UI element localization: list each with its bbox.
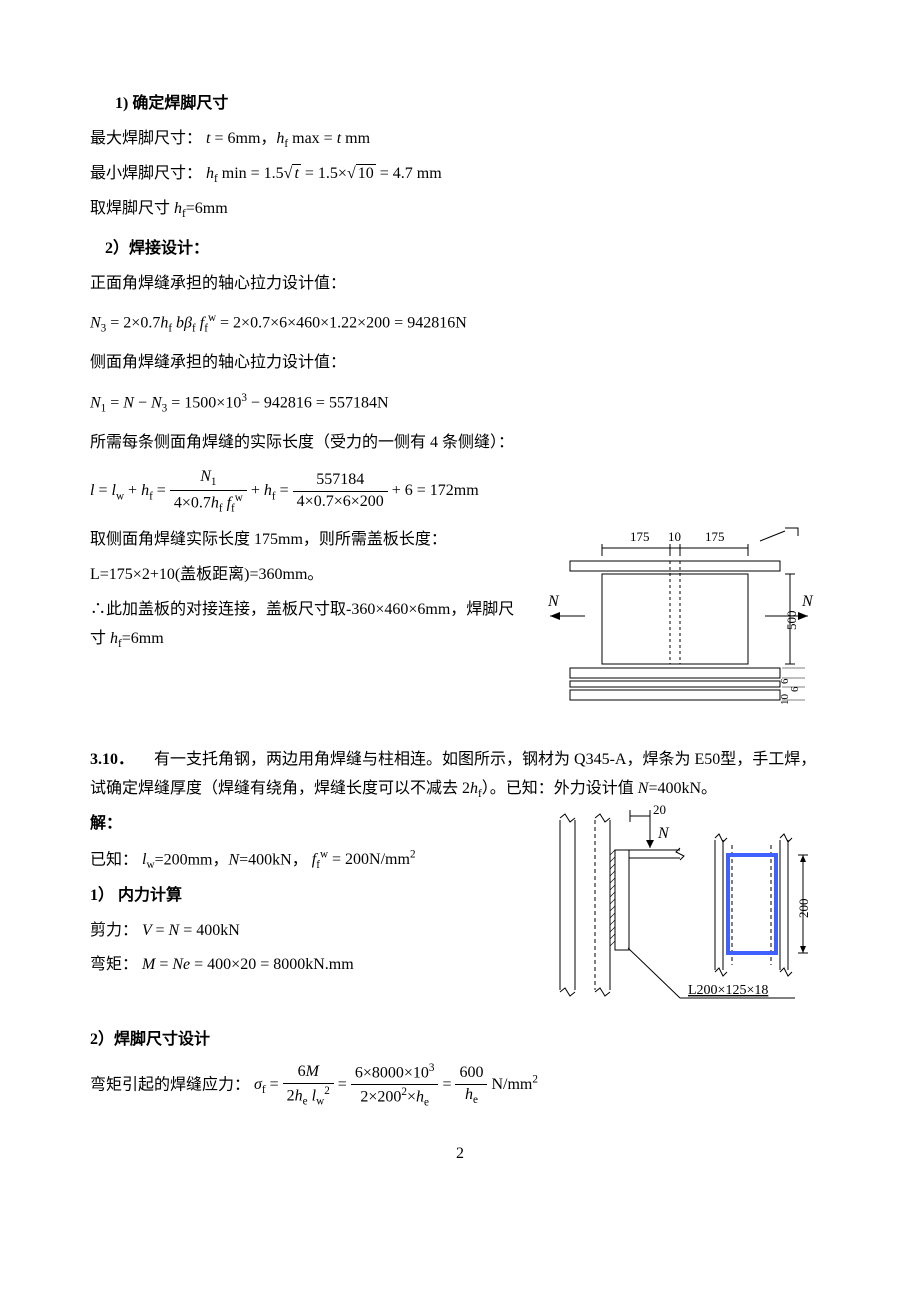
fig1-dim500: 500 (784, 611, 799, 631)
figure-1: 175 10 175 N N 5 (530, 526, 830, 716)
sec2-l: l = lw + hf = N14×0.7hf ffw + hf = 55718… (90, 467, 830, 516)
svg-text:L200×125×18: L200×125×18 (688, 983, 768, 998)
bend-stress: 弯矩引起的焊缝应力： σf = 6M2he lw2 = 6×8000×1032×… (90, 1061, 830, 1110)
sec1-line1-label: 最大焊脚尺寸： (90, 130, 202, 147)
fig1-dim175-2: 175 (705, 529, 725, 544)
svg-text:200: 200 (796, 899, 811, 919)
sec1-title: 1) 确定焊脚尺寸 (115, 90, 830, 119)
sec2-front-label: 正面角焊缝承担的轴心拉力设计值： (90, 270, 830, 299)
sec2-side-label: 侧面角焊缝承担的轴心拉力设计值： (90, 349, 830, 378)
sec1-line2-label: 最小焊脚尺寸： (90, 165, 202, 182)
sec2-n3: N3 = 2×0.7hf bβf ffw = 2×0.7×6×460×1.22×… (90, 308, 830, 339)
svg-text:N: N (657, 825, 670, 842)
svg-text:10: 10 (779, 694, 791, 706)
prob-number: 3.10． (90, 751, 134, 768)
moment-label: 弯矩： (90, 956, 138, 973)
fig1-dim175-1: 175 (630, 529, 650, 544)
known-prefix: 已知： (90, 851, 138, 868)
fig1-dim10: 10 (668, 529, 681, 544)
sec-size-title: 2）焊脚尺寸设计 (90, 1026, 830, 1055)
problem-310: 3.10． 有一支托角钢，两边用角焊缝与柱相连。如图所示，钢材为 Q345-A，… (90, 746, 830, 1020)
svg-text:20: 20 (653, 802, 666, 817)
fig1-N-left: N (547, 593, 560, 610)
sec1-line2: 最小焊脚尺寸： hf min = 1.5√t = 1.5×√10 = 4.7 m… (90, 160, 830, 189)
sec2-n1: N1 = N − N3 = 1500×103 − 942816 = 557184… (90, 388, 830, 419)
sec1-line3: 取焊脚尺寸 hf=6mm (90, 195, 830, 224)
sec1-line1: 最大焊脚尺寸： t = 6mm，hf max = t mm (90, 125, 830, 154)
bend-label: 弯矩引起的焊缝应力： (90, 1076, 250, 1093)
figure-2: N 20 200 (540, 800, 830, 1020)
fig1-N-right: N (801, 593, 814, 610)
sec2-title: 2）焊接设计： (105, 235, 830, 264)
sec2-length-label: 所需每条侧面角焊缝的实际长度（受力的一侧有 4 条侧缝）： (90, 429, 830, 458)
svg-text:6: 6 (779, 678, 791, 684)
shear-label: 剪力： (90, 922, 138, 939)
page-number: 2 (90, 1140, 830, 1169)
